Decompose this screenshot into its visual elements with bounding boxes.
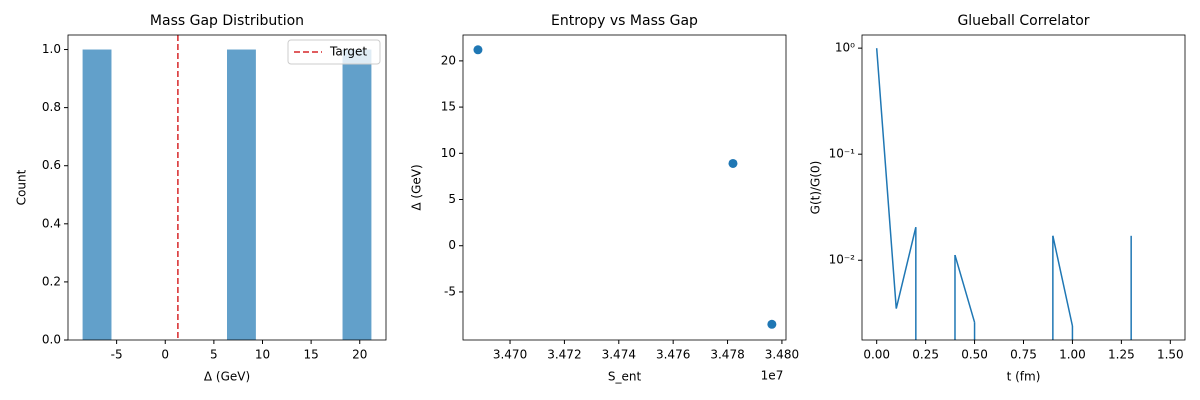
axes-frame xyxy=(67,34,387,341)
y-axis-label: G(t)/G(0) xyxy=(809,161,823,215)
x-tick-label: 20 xyxy=(352,348,367,362)
x-tick-label: 0.00 xyxy=(863,348,890,362)
chart-title: Mass Gap Distribution xyxy=(150,13,304,29)
y-tick-label: 15 xyxy=(441,100,456,114)
x-tick-label: 0.75 xyxy=(1010,348,1037,362)
x-tick-label: 0.50 xyxy=(961,348,988,362)
y-tick-label: 0.4 xyxy=(42,216,61,230)
x-tick-label: 3.470 xyxy=(493,348,527,362)
x-tick-label: 5 xyxy=(210,348,218,362)
y-tick-label: -5 xyxy=(444,284,456,298)
line xyxy=(877,48,1131,326)
x-tick-label: 0 xyxy=(161,348,169,362)
point xyxy=(767,319,777,329)
x-tick-label: 15 xyxy=(303,348,318,362)
axes-frame xyxy=(462,34,787,341)
y-tick-label: 5 xyxy=(448,192,456,206)
x-tick-label: 0.25 xyxy=(912,348,939,362)
chart-title: Entropy vs Mass Gap xyxy=(551,13,698,29)
x-tick-label: 3.476 xyxy=(656,348,690,362)
x-tick-label: 1.50 xyxy=(1157,348,1184,362)
y-tick-label: 10⁻¹ xyxy=(829,147,856,161)
x-tick-label: 10 xyxy=(255,348,270,362)
legend-label: Target xyxy=(329,45,367,59)
bar xyxy=(227,49,256,341)
x-axis-label: S_ent xyxy=(608,370,642,384)
chart-title: Glueball Correlator xyxy=(957,13,1089,29)
y-tick-label: 0.2 xyxy=(42,274,61,288)
point xyxy=(473,45,483,55)
y-tick-label: 0.6 xyxy=(42,158,61,172)
x-tick-label: 3.474 xyxy=(602,348,636,362)
y-axis-label: Count xyxy=(15,169,29,205)
y-tick-label: 0.8 xyxy=(42,100,61,114)
axes-frame xyxy=(861,34,1186,341)
bar xyxy=(82,49,112,341)
x-tick-label: -5 xyxy=(111,348,123,362)
offset-text: 1e7 xyxy=(761,369,784,383)
x-tick-label: 1.25 xyxy=(1108,348,1135,362)
x-tick-label: 3.478 xyxy=(710,348,744,362)
x-tick-label: 1.00 xyxy=(1059,348,1086,362)
y-tick-label: 0.0 xyxy=(42,333,61,347)
y-tick-label: 20 xyxy=(441,53,456,67)
y-tick-label: 10 xyxy=(441,146,456,160)
x-axis-label: Δ (GeV) xyxy=(204,370,250,384)
bar xyxy=(342,49,372,341)
y-axis-label: Δ (GeV) xyxy=(410,164,424,210)
y-tick-label: 0 xyxy=(448,238,456,252)
legend-box xyxy=(287,39,381,65)
y-tick-label: 10⁻² xyxy=(829,253,856,267)
x-axis-label: t (fm) xyxy=(1007,370,1041,384)
y-tick-label: 1.0 xyxy=(42,42,61,56)
y-tick-label: 10⁰ xyxy=(835,41,855,55)
point xyxy=(728,158,738,168)
x-tick-label: 3.472 xyxy=(547,348,581,362)
x-tick-label: 3.480 xyxy=(765,348,799,362)
